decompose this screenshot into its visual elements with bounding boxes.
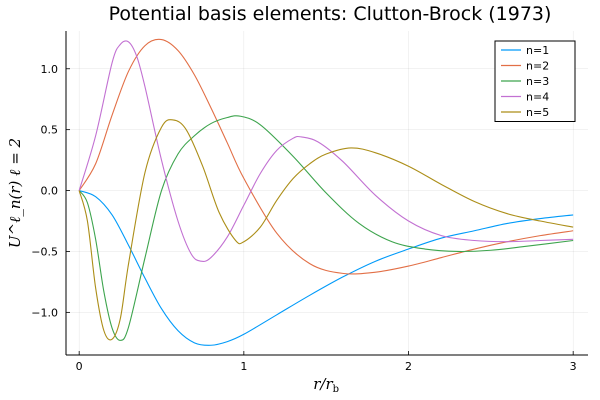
- y-tick-label-1: −0.5: [31, 245, 58, 258]
- y-tick-label-0: −1.0: [31, 306, 58, 319]
- series-group: [78, 38, 574, 346]
- series-line-n=1: [78, 190, 574, 346]
- x-axis-label-text: r/rb: [313, 375, 339, 395]
- x-tick-label-2: 2: [405, 360, 412, 373]
- tick-labels: 0 1 2 3 −1.0 −0.5 0.0 0.5 1.0: [31, 63, 576, 373]
- x-axis-label: r/rb: [313, 375, 339, 395]
- legend-label-n=5: n=5: [526, 106, 549, 119]
- x-axis-label-subscript: b: [333, 384, 339, 395]
- legend-label-n=2: n=2: [526, 60, 549, 73]
- x-tick-label-3: 3: [570, 360, 577, 373]
- axes: [65, 31, 588, 356]
- y-tick-label-3: 0.5: [41, 124, 59, 137]
- legend: n=1 n=2 n=3 n=4 n=5: [494, 40, 576, 122]
- legend-label-n=4: n=4: [526, 91, 549, 104]
- series-line-n=4: [78, 40, 574, 263]
- y-axis-label: U^ℓ_n(r) ℓ = 2: [6, 138, 24, 248]
- x-tick-label-1: 1: [240, 360, 247, 373]
- chart-title: Potential basis elements: Clutton-Brock …: [109, 3, 552, 25]
- y-axis-label-text: U^ℓ_n(r) ℓ = 2: [6, 138, 24, 248]
- legend-label-n=3: n=3: [526, 75, 549, 88]
- series-line-n=3: [78, 115, 574, 341]
- y-tick-label-2: 0.0: [41, 185, 59, 198]
- series-line-n=5: [78, 119, 574, 341]
- y-tick-label-4: 1.0: [41, 63, 59, 76]
- x-tick-label-0: 0: [76, 360, 83, 373]
- legend-label-n=1: n=1: [526, 44, 549, 57]
